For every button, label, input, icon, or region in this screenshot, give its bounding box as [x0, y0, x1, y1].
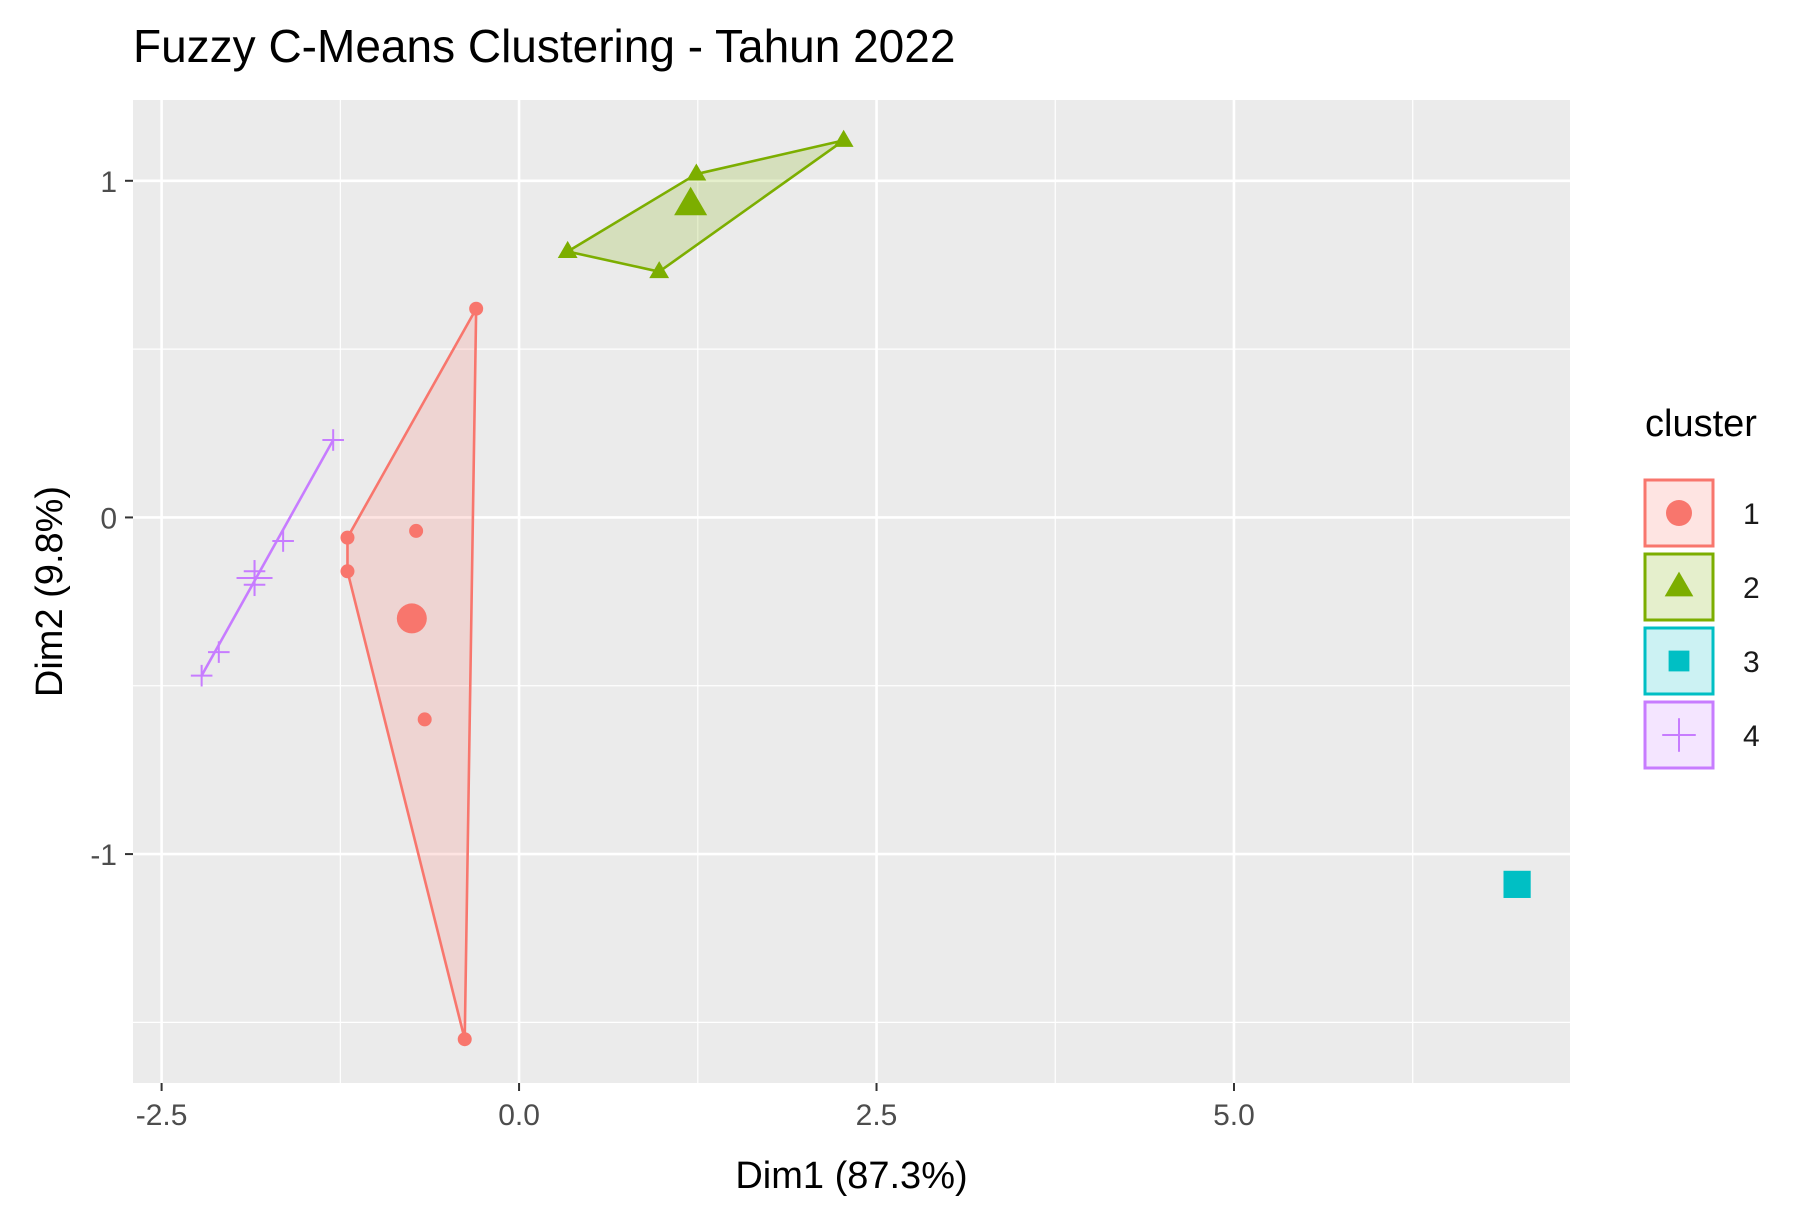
chart-title: Fuzzy C-Means Clustering - Tahun 2022 — [133, 20, 955, 72]
cluster-1-point — [340, 530, 355, 545]
legend-label-3: 3 — [1743, 646, 1760, 679]
y-axis-title: Dim2 (9.8%) — [29, 486, 71, 697]
x-tick-label: 2.5 — [856, 1099, 898, 1132]
grid-lines — [133, 100, 1570, 1083]
legend-marker-2 — [1664, 571, 1694, 597]
cluster-1-point — [340, 564, 355, 579]
cluster-1-center — [396, 603, 427, 634]
legend-label-4: 4 — [1743, 720, 1760, 753]
legend: cluster 1 2 3 4 — [1643, 403, 1760, 770]
cluster-4-point — [272, 530, 294, 552]
cluster-4-point — [322, 429, 344, 451]
cluster-1-point — [409, 523, 424, 538]
cluster-points — [190, 129, 1531, 1047]
legend-marker-4 — [1662, 718, 1696, 752]
cluster-hulls — [200, 139, 845, 1041]
legend-label-1: 1 — [1743, 498, 1760, 531]
x-axis-title: Dim1 (87.3%) — [735, 1155, 967, 1197]
cluster-1-point — [417, 712, 432, 727]
x-tick-label: 5.0 — [1213, 1099, 1255, 1132]
cluster-2-point — [686, 163, 707, 181]
x-tick-label: 0.0 — [498, 1099, 540, 1132]
cluster-2-center — [674, 186, 708, 216]
y-tick-label: 1 — [100, 166, 117, 199]
y-tick-label: -1 — [90, 839, 117, 872]
cluster-4-center — [236, 560, 273, 597]
legend-marker-1 — [1666, 500, 1692, 526]
x-tick-label: -2.5 — [136, 1099, 188, 1132]
cluster-1-point — [457, 1032, 472, 1047]
axis-ticks: -2.5 0.0 2.5 5.0 1 0 -1 — [90, 166, 1255, 1132]
cluster-2-point — [649, 261, 670, 279]
cluster-2-point — [557, 240, 578, 258]
plot-panel — [133, 100, 1570, 1083]
cluster-4-point — [190, 664, 213, 687]
cluster-4-point — [207, 641, 230, 663]
legend-label-2: 2 — [1743, 572, 1760, 605]
legend-title: cluster — [1645, 403, 1757, 445]
cluster-2-point — [833, 129, 854, 147]
cluster-1-point — [469, 301, 484, 316]
y-tick-label: 0 — [100, 502, 117, 535]
cluster-3-center — [1503, 870, 1531, 898]
legend-marker-3 — [1668, 650, 1690, 672]
